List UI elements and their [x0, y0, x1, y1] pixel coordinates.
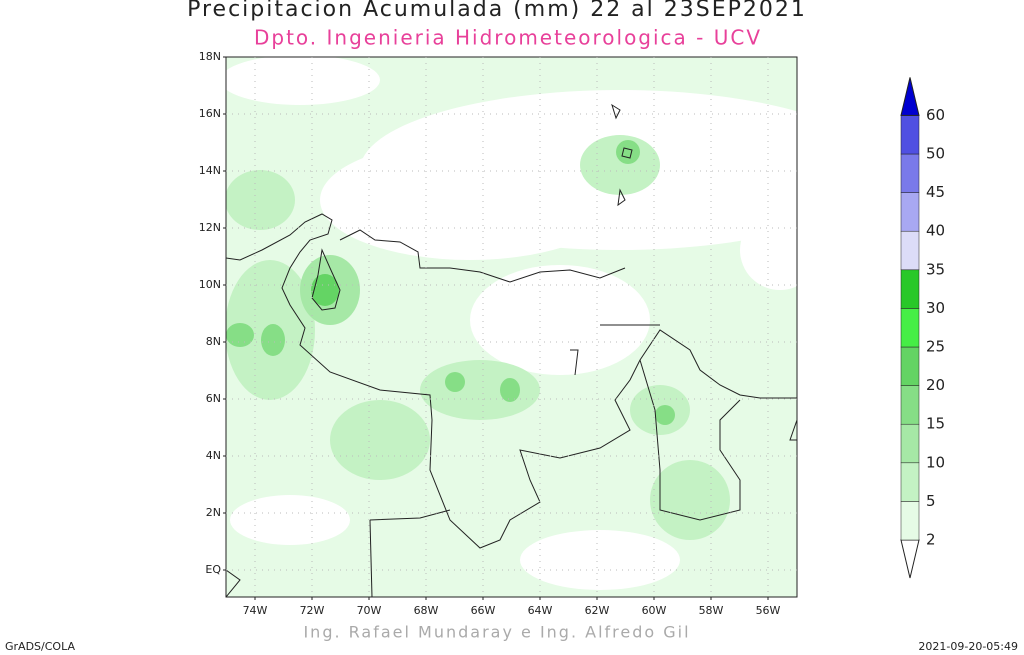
colorbar-label: 35	[926, 260, 945, 278]
colorbar-box	[900, 501, 920, 541]
lon-label: 60W	[642, 604, 667, 617]
colorbar-label: 60	[926, 106, 945, 124]
lat-label: EQ	[205, 563, 221, 576]
colorbar-high	[900, 77, 920, 116]
colorbar-label: 30	[926, 299, 945, 317]
colorbar-label: 5	[926, 492, 936, 510]
credit: Ing. Rafael Mundaray e Ing. Alfredo Gil	[303, 623, 690, 642]
colorbar-box	[900, 385, 920, 425]
lat-label: 16N	[199, 107, 221, 120]
colorbar-label: 40	[926, 222, 945, 240]
lat-label: 10N	[199, 278, 221, 291]
colorbar-label: 2	[926, 531, 936, 549]
lon-label: 72W	[300, 604, 325, 617]
lon-label: 70W	[357, 604, 382, 617]
colorbar-box	[900, 269, 920, 309]
colorbar-box	[900, 423, 920, 464]
colorbar-box	[900, 192, 920, 232]
colorbar-label: 25	[926, 338, 945, 356]
colorbar-box	[900, 153, 920, 193]
colorbar-label: 50	[926, 145, 945, 163]
lon-label: 68W	[414, 604, 439, 617]
lon-label: 64W	[528, 604, 553, 617]
lat-label: 8N	[206, 335, 221, 348]
lon-label: 62W	[585, 604, 610, 617]
coastlines	[226, 103, 797, 597]
axis-labels: 18N 16N 14N 12N 10N 8N 6N 4N 2N EQ 74W 72W 70W 68W 66W…	[199, 50, 781, 617]
colorbar-box	[900, 346, 920, 386]
colorbar-label: 45	[926, 183, 945, 201]
colorbar-label: 20	[926, 376, 945, 394]
colorbar-low	[900, 539, 920, 579]
colorbar-box	[900, 308, 920, 348]
lon-label: 58W	[699, 604, 724, 617]
lon-label: 56W	[756, 604, 781, 617]
lat-label: 18N	[199, 50, 221, 63]
lat-label: 2N	[206, 506, 221, 519]
lat-label: 12N	[199, 221, 221, 234]
colorbar-label: 10	[926, 453, 945, 471]
colorbar-box	[900, 230, 920, 271]
colorbar-box	[900, 462, 920, 502]
graticule	[226, 57, 797, 597]
software-label: GrADS/COLA	[5, 640, 75, 653]
subtitle: Dpto. Ingenieria Hidrometeorologica - UC…	[254, 26, 762, 50]
lat-label: 14N	[199, 164, 221, 177]
lat-label: 6N	[206, 392, 221, 405]
precip-field	[226, 57, 797, 597]
colorbar-box	[900, 115, 920, 155]
map-frame	[225, 56, 798, 598]
lon-label: 66W	[471, 604, 496, 617]
lat-label: 4N	[206, 449, 221, 462]
lon-label: 74W	[243, 604, 268, 617]
colorbar-label: 15	[926, 415, 945, 433]
timestamp: 2021-09-20-05:49	[918, 640, 1018, 653]
title: Precipitacion Acumulada (mm) 22 al 23SEP…	[187, 0, 807, 22]
